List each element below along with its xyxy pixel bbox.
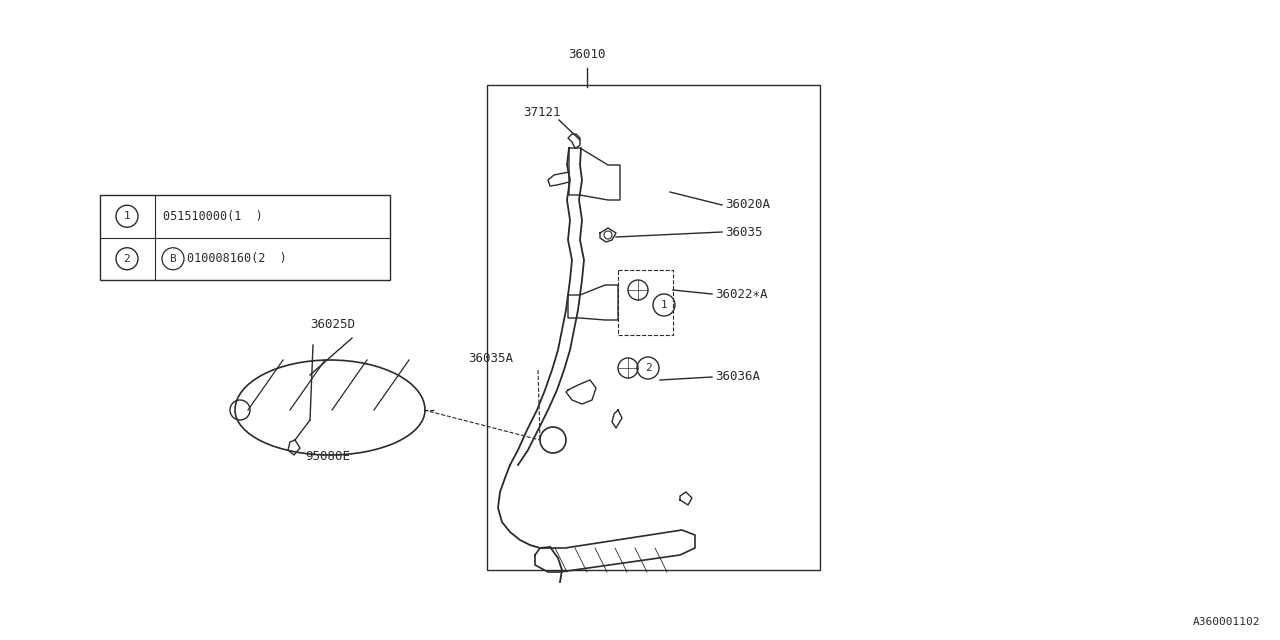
Text: 36025D: 36025D (310, 319, 355, 332)
Text: 1: 1 (124, 211, 131, 221)
Text: 36020A: 36020A (724, 198, 771, 211)
Text: 2: 2 (645, 363, 652, 373)
Circle shape (540, 427, 566, 453)
Text: 1: 1 (660, 300, 667, 310)
Text: 36022∗A: 36022∗A (716, 287, 768, 301)
Text: A360001102: A360001102 (1193, 617, 1260, 627)
Text: 36036A: 36036A (716, 371, 760, 383)
Text: 2: 2 (124, 253, 131, 264)
Bar (100, 195, 390, 280)
Bar (486, 85, 820, 570)
Bar (618, 270, 673, 335)
Text: 051510000(1  ): 051510000(1 ) (163, 210, 262, 223)
Text: 36035: 36035 (724, 225, 763, 239)
Text: 36035A: 36035A (468, 351, 513, 365)
Text: 36010: 36010 (568, 49, 605, 61)
Text: B: B (170, 253, 177, 264)
Text: 95080E: 95080E (305, 451, 349, 463)
Text: 37121: 37121 (524, 106, 561, 120)
Text: 010008160(2  ): 010008160(2 ) (187, 252, 287, 265)
